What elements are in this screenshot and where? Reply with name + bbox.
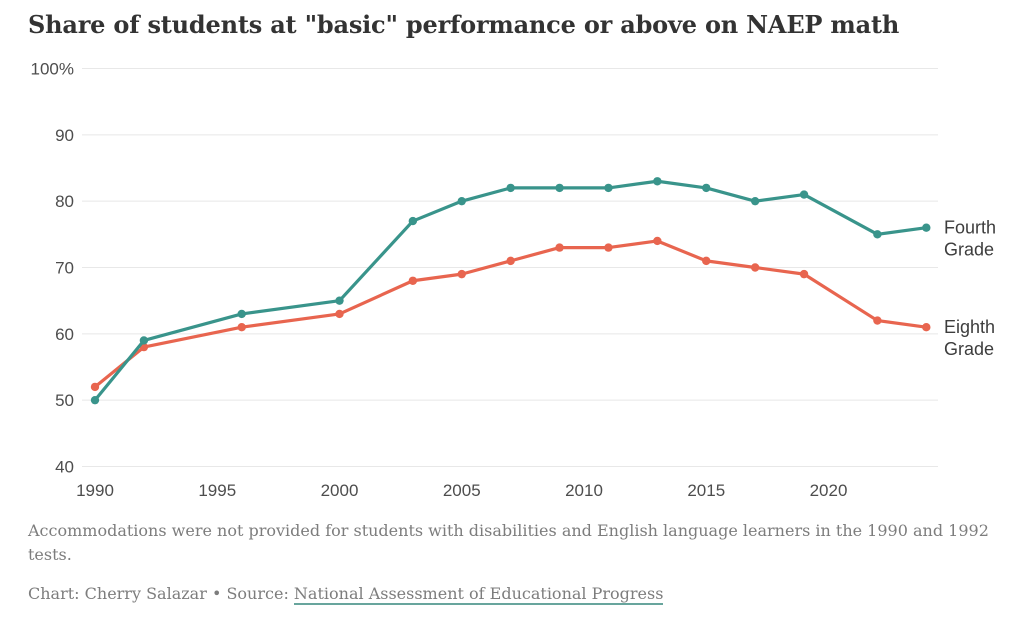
fourth-grade-data-point — [555, 183, 564, 193]
x-tick-label: 2010 — [565, 481, 603, 500]
eighth-grade-data-point — [506, 256, 515, 266]
fourth-grade-label: Grade — [944, 240, 994, 260]
eighth-grade-data-point — [457, 269, 466, 279]
x-tick-label: 1990 — [76, 481, 114, 500]
fourth-grade-data-point — [90, 395, 100, 405]
fourth-grade-data-point — [408, 216, 418, 226]
y-tick-label: 100% — [31, 60, 74, 79]
fourth-grade-line — [93, 179, 928, 402]
chart-footnote: Accommodations were not provided for stu… — [28, 519, 1008, 567]
fourth-grade-data-point — [237, 309, 246, 319]
footnote-line: tests. — [28, 545, 72, 564]
y-tick-label: 70 — [55, 258, 74, 277]
fourth-grade-data-point — [604, 183, 613, 193]
y-tick-label: 50 — [55, 391, 74, 410]
chart-credit: Chart: Cherry Salazar • Source: National… — [28, 583, 1008, 605]
x-tick-label: 1995 — [198, 481, 236, 500]
y-tick-label: 40 — [55, 457, 74, 476]
eighth-grade-data-point — [604, 243, 613, 252]
eighth-grade-data-point — [922, 322, 931, 332]
fourth-grade-data-point — [750, 196, 760, 206]
credit-byline: Chart: Cherry Salazar • Source: — [28, 584, 294, 603]
y-tick-label: 60 — [55, 325, 74, 344]
fourth-grade-data-point — [702, 183, 711, 193]
fourth-grade-data-point — [139, 336, 149, 345]
x-tick-label: 2015 — [687, 481, 725, 500]
eighth-grade-data-point — [555, 243, 564, 252]
y-tick-label: 80 — [55, 192, 74, 211]
source-link[interactable]: National Assessment of Educational Progr… — [293, 584, 664, 605]
eighth-grade-data-point — [90, 382, 100, 392]
eighth-grade-data-point — [873, 316, 882, 325]
x-tick-label: 2005 — [443, 481, 481, 500]
x-tick-label: 2000 — [321, 481, 359, 500]
eighth-grade-data-point — [799, 269, 809, 279]
chart-title: Share of students at "basic" performance… — [28, 10, 900, 39]
eighth-grade-data-point — [237, 322, 246, 332]
y-tick-label: 90 — [55, 126, 74, 145]
eighth-grade-data-point — [702, 256, 711, 266]
fourth-grade-data-point — [506, 183, 515, 193]
eighth-grade-data-point — [335, 309, 344, 319]
fourth-grade-data-point — [922, 223, 931, 232]
eighth-grade-label: Eighth — [944, 317, 995, 337]
fourth-grade-data-point — [873, 230, 882, 239]
footnote-line: Accommodations were not provided for stu… — [28, 521, 989, 540]
x-tick-label: 2020 — [810, 481, 848, 500]
fourth-grade-data-point — [335, 296, 344, 305]
fourth-grade-data-point — [799, 190, 809, 199]
line-chart: 100% 90 80 70 60 50 40 1990 1995 2000 2005 2010 2015… — [0, 55, 1024, 507]
fourth-grade-data-point — [457, 196, 466, 206]
eighth-grade-data-point — [653, 236, 662, 246]
eighth-grade-data-point — [408, 276, 418, 285]
eighth-grade-data-point — [750, 263, 760, 272]
fourth-grade-label: Fourth — [944, 218, 996, 238]
fourth-grade-data-point — [653, 177, 662, 186]
eighth-grade-label: Grade — [944, 339, 994, 359]
